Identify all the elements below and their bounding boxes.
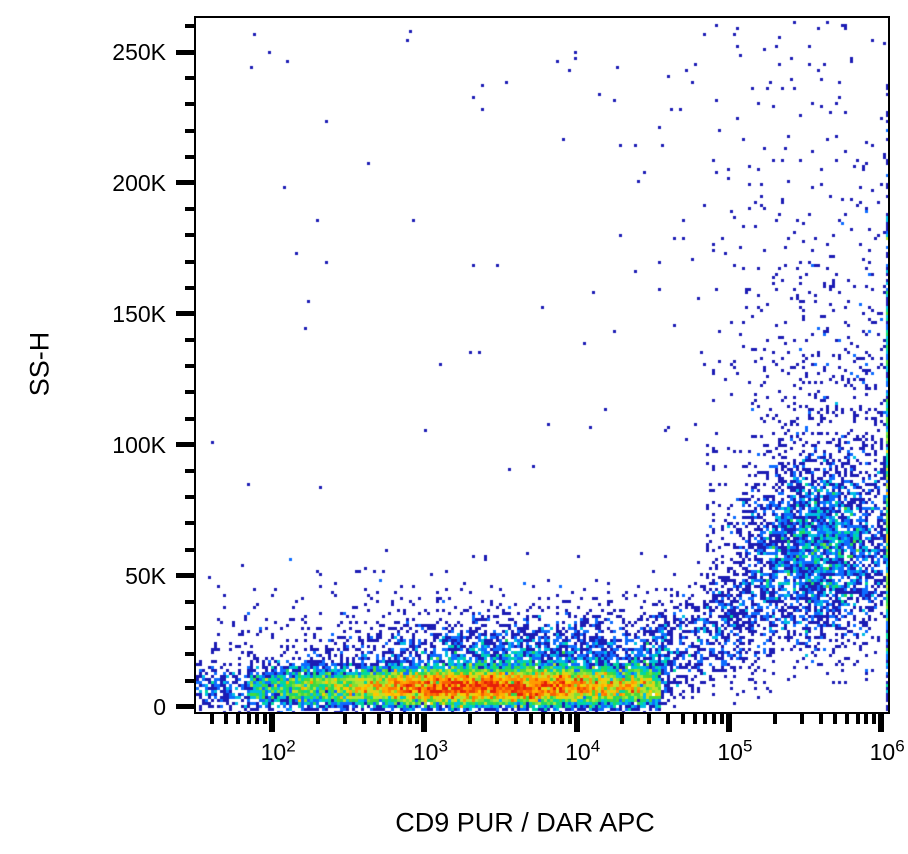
y-minor-tick bbox=[185, 259, 194, 264]
y-minor-tick bbox=[185, 285, 194, 290]
y-minor-tick bbox=[185, 23, 194, 28]
y-minor-tick bbox=[185, 626, 194, 631]
x-axis-title: CD9 PUR / DAR APC bbox=[395, 807, 655, 838]
y-tick-label: 150K bbox=[112, 300, 166, 327]
x-minor-tick bbox=[681, 714, 686, 724]
y-major-tick bbox=[176, 442, 194, 448]
x-tick-label: 105 bbox=[687, 737, 783, 765]
x-tick-label: 104 bbox=[535, 737, 631, 765]
y-minor-tick bbox=[185, 154, 194, 159]
y-tick-label: 100K bbox=[112, 431, 166, 458]
y-minor-tick bbox=[185, 338, 194, 343]
y-minor-tick bbox=[185, 469, 194, 474]
x-minor-tick bbox=[263, 714, 268, 724]
x-tick-exponent: 2 bbox=[286, 736, 296, 756]
y-tick-label: 250K bbox=[112, 39, 166, 66]
x-major-tick bbox=[421, 714, 428, 732]
y-minor-tick bbox=[185, 102, 194, 107]
x-tick-exponent: 3 bbox=[438, 736, 448, 756]
x-minor-tick bbox=[209, 714, 214, 724]
x-tick-label: 103 bbox=[382, 737, 478, 765]
x-major-tick bbox=[573, 714, 580, 732]
x-minor-tick bbox=[772, 714, 777, 724]
y-minor-tick bbox=[185, 207, 194, 212]
y-major-tick bbox=[176, 311, 194, 317]
x-minor-tick bbox=[833, 714, 838, 724]
y-tick-label: 200K bbox=[112, 169, 166, 196]
x-minor-tick bbox=[845, 714, 850, 724]
x-minor-tick bbox=[864, 714, 869, 724]
x-minor-tick bbox=[468, 714, 473, 724]
x-minor-tick bbox=[712, 714, 717, 724]
y-minor-tick bbox=[185, 652, 194, 657]
x-minor-tick bbox=[647, 714, 652, 724]
x-minor-tick bbox=[514, 714, 519, 724]
y-major-tick bbox=[176, 180, 194, 186]
plot-area bbox=[194, 16, 890, 714]
x-minor-tick bbox=[872, 714, 877, 724]
x-minor-tick bbox=[495, 714, 500, 724]
y-minor-tick bbox=[185, 233, 194, 238]
x-minor-tick bbox=[415, 714, 420, 724]
x-tick-exponent: 6 bbox=[895, 736, 905, 756]
x-minor-tick bbox=[693, 714, 698, 724]
y-tick-label: 50K bbox=[125, 562, 166, 589]
y-major-tick bbox=[176, 704, 194, 710]
x-minor-tick bbox=[666, 714, 671, 724]
x-major-tick bbox=[269, 714, 276, 732]
x-minor-tick bbox=[342, 714, 347, 724]
x-minor-tick bbox=[236, 714, 241, 724]
scatter-density-canvas bbox=[196, 18, 888, 712]
x-minor-tick bbox=[407, 714, 412, 724]
y-axis-title: SS-H bbox=[24, 331, 55, 397]
x-minor-tick bbox=[620, 714, 625, 724]
y-minor-tick bbox=[185, 521, 194, 526]
x-tick-label: 102 bbox=[230, 737, 326, 765]
y-tick-label: 0 bbox=[153, 693, 166, 720]
x-minor-tick bbox=[855, 714, 860, 724]
y-major-tick bbox=[176, 49, 194, 55]
x-minor-tick bbox=[719, 714, 724, 724]
y-minor-tick bbox=[185, 547, 194, 552]
x-major-tick bbox=[878, 714, 885, 732]
x-minor-tick bbox=[361, 714, 366, 724]
x-minor-tick bbox=[799, 714, 804, 724]
x-minor-tick bbox=[246, 714, 251, 724]
y-minor-tick bbox=[185, 416, 194, 421]
y-minor-tick bbox=[185, 390, 194, 395]
x-minor-tick bbox=[376, 714, 381, 724]
x-major-tick bbox=[725, 714, 732, 732]
x-minor-tick bbox=[818, 714, 823, 724]
x-tick-base: 10 bbox=[717, 739, 743, 765]
x-minor-tick bbox=[388, 714, 393, 724]
x-minor-tick bbox=[559, 714, 564, 724]
x-minor-tick bbox=[540, 714, 545, 724]
y-major-tick bbox=[176, 573, 194, 579]
x-minor-tick bbox=[567, 714, 572, 724]
y-minor-tick bbox=[185, 76, 194, 81]
y-minor-tick bbox=[185, 364, 194, 369]
y-minor-tick bbox=[185, 678, 194, 683]
x-tick-exponent: 4 bbox=[590, 736, 601, 756]
y-minor-tick bbox=[185, 495, 194, 500]
x-tick-base: 10 bbox=[260, 739, 287, 765]
x-tick-base: 10 bbox=[869, 739, 896, 765]
x-minor-tick bbox=[224, 714, 229, 724]
x-minor-tick bbox=[528, 714, 533, 724]
y-minor-tick bbox=[185, 128, 194, 133]
x-minor-tick bbox=[551, 714, 556, 724]
x-tick-exponent: 5 bbox=[742, 736, 753, 756]
x-tick-base: 10 bbox=[412, 739, 439, 765]
x-tick-base: 10 bbox=[565, 739, 591, 765]
x-minor-tick bbox=[703, 714, 708, 724]
y-minor-tick bbox=[185, 600, 194, 604]
x-minor-tick bbox=[315, 714, 320, 724]
x-tick-label: 106 bbox=[839, 737, 908, 765]
x-minor-tick bbox=[255, 714, 260, 724]
x-minor-tick bbox=[398, 714, 403, 724]
